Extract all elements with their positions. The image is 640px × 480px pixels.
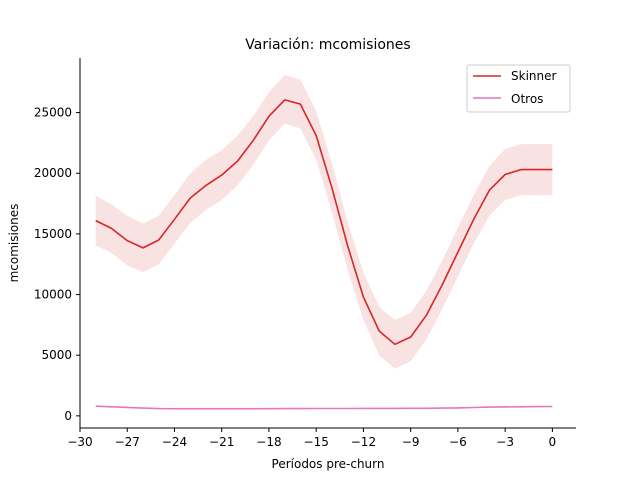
series-lines	[95, 99, 553, 410]
legend-label-otros: Otros	[511, 92, 543, 106]
y-tick-label: 15000	[34, 227, 72, 241]
y-tick-label: 25000	[34, 106, 72, 120]
x-tick-label: −15	[304, 435, 329, 449]
legend: Skinner Otros	[466, 64, 571, 113]
y-tick-label: 0	[64, 409, 72, 423]
x-tick-label: 0	[549, 435, 557, 449]
x-axis-label: Períodos pre-churn	[272, 457, 385, 471]
x-tick-label: −6	[449, 435, 467, 449]
y-axis-ticks: 0 5000 10000 15000 20000 25000	[34, 106, 80, 423]
band-series-0	[95, 75, 553, 369]
confidence-bands	[95, 75, 553, 369]
x-tick-label: −3	[496, 435, 514, 449]
x-tick-label: −21	[209, 435, 234, 449]
chart-title: Variación: mcomisiones	[245, 37, 410, 53]
x-tick-label: −9	[402, 435, 420, 449]
y-axis-label: mcomisiones	[7, 204, 21, 283]
legend-label-skinner: Skinner	[511, 69, 556, 83]
y-tick-label: 5000	[41, 348, 72, 362]
x-tick-label: −12	[351, 435, 376, 449]
line-series-1	[95, 405, 553, 410]
y-tick-label: 10000	[34, 288, 72, 302]
x-tick-label: −18	[256, 435, 281, 449]
y-tick-label: 20000	[34, 166, 72, 180]
x-tick-label: −24	[162, 435, 187, 449]
x-axis-ticks: −30 −27 −24 −21 −18 −15 −12 −9 −6 −3 0	[67, 428, 556, 449]
x-tick-label: −30	[67, 435, 92, 449]
x-tick-label: −27	[115, 435, 140, 449]
line-series-0	[95, 99, 553, 346]
